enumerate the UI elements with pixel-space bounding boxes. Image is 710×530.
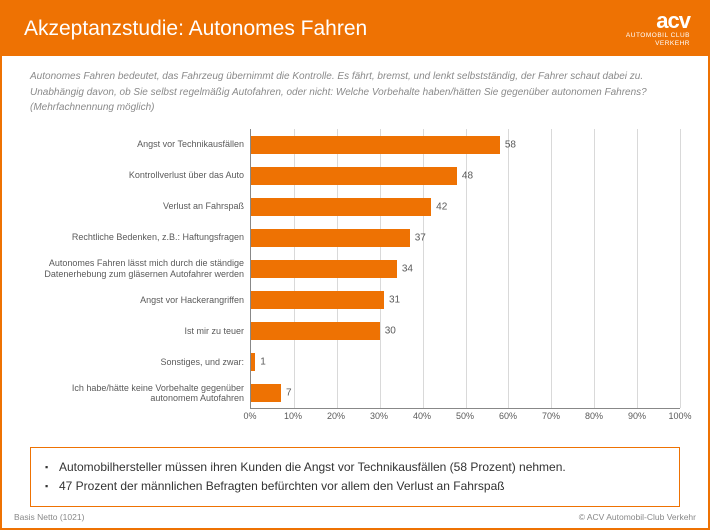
bar: 34 (251, 260, 397, 278)
x-tick-label: 80% (585, 411, 603, 421)
header-bar: Akzeptanzstudie: Autonomes Fahren acv AU… (2, 2, 708, 56)
x-tick-label: 70% (542, 411, 560, 421)
bar-value-label: 58 (505, 139, 516, 150)
logo-text: acv (626, 10, 690, 32)
y-label: Kontrollverlust über das Auto (30, 160, 244, 191)
y-label: Angst vor Technikausfällen (30, 129, 244, 160)
logo-subtext-2: VERKEHR (626, 40, 690, 48)
y-label: Angst vor Hackerangriffen (30, 285, 244, 316)
y-label: Ist mir zu teuer (30, 316, 244, 347)
x-tick-label: 50% (456, 411, 474, 421)
bar-value-label: 34 (402, 263, 413, 274)
bar-row: 34 (251, 253, 680, 284)
logo-subtext-1: AUTOMOBIL CLUB (626, 32, 690, 40)
bar: 30 (251, 322, 380, 340)
page-title: Akzeptanzstudie: Autonomes Fahren (24, 17, 367, 41)
y-label: Ich habe/hätte keine Vorbehalte gegenübe… (30, 378, 244, 409)
x-tick-label: 0% (243, 411, 256, 421)
x-tick-label: 100% (668, 411, 691, 421)
footer-basis: Basis Netto (1021) (14, 512, 84, 522)
x-tick-label: 90% (628, 411, 646, 421)
bar-value-label: 31 (389, 294, 400, 305)
gridline (680, 129, 681, 408)
bar: 42 (251, 198, 431, 216)
footer: Basis Netto (1021) © ACV Automobil-Club … (14, 512, 696, 522)
y-axis-labels: Angst vor TechnikausfällenKontrollverlus… (30, 129, 250, 409)
intro-line-2: Unabhängig davon, ob Sie selbst regelmäß… (30, 86, 680, 100)
bar-value-label: 30 (385, 325, 396, 336)
y-label: Verlust an Fahrspaß (30, 191, 244, 222)
bar-row: 7 (251, 377, 680, 408)
bar-value-label: 37 (415, 232, 426, 243)
x-tick-label: 40% (413, 411, 431, 421)
callout-item: Automobilhersteller müssen ihren Kunden … (45, 458, 665, 477)
x-tick-label: 30% (370, 411, 388, 421)
intro-line-1: Autonomes Fahren bedeutet, das Fahrzeug … (30, 70, 680, 84)
bar: 1 (251, 353, 255, 371)
bar-value-label: 42 (436, 201, 447, 212)
content-area: Autonomes Fahren bedeutet, das Fahrzeug … (2, 56, 708, 425)
callout-item: 47 Prozent der männlichen Befragten befü… (45, 477, 665, 496)
brand-logo: acv AUTOMOBIL CLUB VERKEHR (626, 10, 690, 48)
bar-value-label: 7 (286, 387, 292, 398)
bar: 48 (251, 167, 457, 185)
footer-copyright: © ACV Automobil-Club Verkehr (579, 512, 696, 522)
bar-chart: Angst vor TechnikausfällenKontrollverlus… (30, 129, 680, 409)
x-axis: 0%10%20%30%40%50%60%70%80%90%100% (250, 409, 680, 425)
x-tick-label: 10% (284, 411, 302, 421)
bar: 58 (251, 136, 500, 154)
bar-row: 1 (251, 346, 680, 377)
bar-value-label: 48 (462, 170, 473, 181)
bar-value-label: 1 (260, 356, 266, 367)
bar: 31 (251, 291, 384, 309)
bar-row: 31 (251, 284, 680, 315)
bars-container: 58 48 42 37 34 31 30 1 7 (251, 129, 680, 408)
bar: 37 (251, 229, 410, 247)
y-label: Sonstiges, und zwar: (30, 347, 244, 378)
bar-row: 37 (251, 222, 680, 253)
y-label: Rechtliche Bedenken, z.B.: Haftungsfrage… (30, 222, 244, 253)
plot-area: 58 48 42 37 34 31 30 1 7 (250, 129, 680, 409)
x-tick-label: 60% (499, 411, 517, 421)
bar: 7 (251, 384, 281, 402)
bar-row: 30 (251, 315, 680, 346)
bar-row: 58 (251, 129, 680, 160)
callout-box: Automobilhersteller müssen ihren Kunden … (30, 447, 680, 507)
x-tick-label: 20% (327, 411, 345, 421)
bar-row: 42 (251, 191, 680, 222)
intro-note: (Mehrfachnennung möglich) (30, 102, 680, 113)
bar-row: 48 (251, 160, 680, 191)
y-label: Autonomes Fahren lässt mich durch die st… (30, 253, 244, 284)
